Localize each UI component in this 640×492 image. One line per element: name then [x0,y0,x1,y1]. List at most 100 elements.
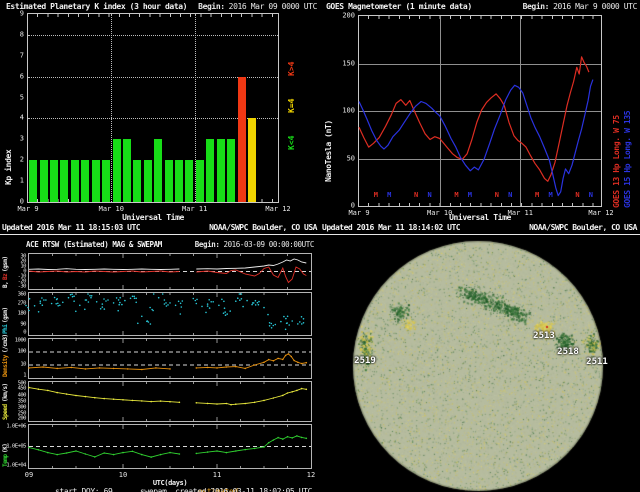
ace-dot-phi [158,297,160,299]
ace-dot-phi [299,321,301,323]
ace-dot-density [56,368,58,370]
ace-dot-phi [229,310,231,312]
ace-dot-phi [34,305,36,307]
ace-dot-temp [216,450,218,452]
ace-dot-temp [207,451,209,453]
ace-dot-phi [273,325,275,327]
ace-dot-phi [224,307,226,309]
ace-dot-temp [150,456,152,458]
kp-bar [248,118,256,202]
ace-dot-density [268,359,270,361]
kp-bar [206,139,214,202]
kp-legend-item: K<4 [287,120,296,150]
active-region-label: 2513 [533,331,555,341]
ace-subpanel-density [28,338,312,379]
ace-footer-left: start DOY: 69 [55,487,112,492]
ace-dot-speed [306,389,308,391]
ace-dot-speed [235,403,237,405]
goes-legend-item: GOES 15 Hp Long. W 135 [623,36,632,208]
ace-axis-label-speed: Speed(km/s) [1,381,10,422]
ace-dot-speed [75,395,77,397]
ace-dot-temp [179,453,181,455]
ace-dot-phi [257,302,259,304]
ace-x-axis-title: UTC(days) [153,479,187,487]
goes-footer: Updated 2016 Mar 11 18:14:02 UTC NOAA/SW… [322,223,637,232]
ace-y-tick-label: -30 [18,284,26,290]
ace-dot-phi [164,299,166,301]
goes-marker-midnight: M [548,192,552,199]
ace-axis-label-part: (gsm) [2,307,9,323]
ace-dot-phi [59,305,61,307]
ace-dot-density [99,367,101,369]
kp-updated-text: Updated 2016 Mar 11 18:15:03 UTC [2,223,140,232]
ace-dot-phi [196,303,198,305]
ace-dot-speed [122,399,124,401]
ace-dot-phi [180,303,182,305]
ace-dot-phi [149,307,151,309]
ace-axis-label-part: Density [2,355,9,377]
ace-dot-density [226,366,228,368]
ace-dot-temp [282,438,284,440]
kp-bar [113,139,121,202]
goes-y-tick-label: 200 [342,13,355,20]
goes-y-tick-label: 150 [342,60,355,67]
ace-axis-label-part: B, [2,282,9,288]
goes-legend: GOES 13 Hp Long. W 75GOES 15 Hp Long. W … [612,36,632,208]
ace-dot-phi [224,311,226,313]
ace-subpanel-speed [28,381,312,422]
ace-dot-phi [133,296,135,298]
ace-footer-created: created 2016-03-11 18:02:05 UTC [175,487,312,492]
ace-dot-speed [56,392,58,394]
ace-dot-temp [277,437,279,439]
goes-y-tick-label: 50 [347,155,355,162]
kp-begin: Begin:2016 Mar 09 0000 UTC [198,2,317,11]
ace-dot-speed [230,404,232,406]
kp-gridline-y8 [28,35,278,36]
ace-dot-temp [56,454,58,456]
ace-dot-density [254,364,256,366]
ace-dot-phi [51,303,53,305]
ace-dot-phi [102,303,104,305]
goes-marker-noon: N [589,192,593,199]
ace-axis-label-text: Speed(km/s) [2,381,9,422]
ace-dot-phi [86,299,88,301]
ace-dot-phi [297,323,299,325]
ace-y-tick-label: 90 [20,322,26,328]
ace-dot-temp [47,452,49,454]
ace-dot-phi [137,323,139,325]
kp-y-tick-label: 6 [20,73,24,80]
ace-dot-temp [66,452,68,454]
kp-bar [227,139,235,202]
ace-dot-phi [285,329,287,331]
ace-x-tick-labels: 09101112 [0,471,320,479]
ace-dot-speed [179,402,181,404]
ace-dot-speed [47,390,49,392]
ace-dot-phi [117,310,119,312]
ace-axis-label-part: (K) [2,443,9,452]
kp-x-tick-label: Mar 9 [17,205,38,213]
ace-dot-phi [41,297,43,299]
ace-axis-label-phi: Phi(gsm) [1,292,10,336]
ace-dot-phi [79,305,81,307]
goes-marker-noon: N [575,192,579,199]
kp-x-axis-title: Universal Time [122,213,184,222]
ace-dot-density [301,363,303,365]
kp-footer: Updated 2016 Mar 11 18:15:03 UTC NOAA/SW… [2,223,317,232]
ace-dot-phi [164,303,166,305]
goes-marker-noon: N [427,192,431,199]
ace-series-b [196,259,306,269]
ace-dot-phi [73,295,75,297]
ace-dot-phi [162,293,164,295]
ace-chart-phi [29,293,311,335]
ace-axis-label-text: Density(/cm3) [2,338,9,379]
ace-dot-phi [180,313,182,315]
ace-dot-phi [258,301,260,303]
goes-series-goes-13-hp [359,57,589,182]
kp-y-tick-label: 1 [20,178,24,185]
ace-y-tick-label: 180 [18,311,26,317]
goes-y-tick-label: 100 [342,108,355,115]
kp-bar [217,139,225,202]
ace-dot-phi [207,305,209,307]
ace-dot-temp [94,456,96,458]
ace-dot-phi [72,296,74,298]
